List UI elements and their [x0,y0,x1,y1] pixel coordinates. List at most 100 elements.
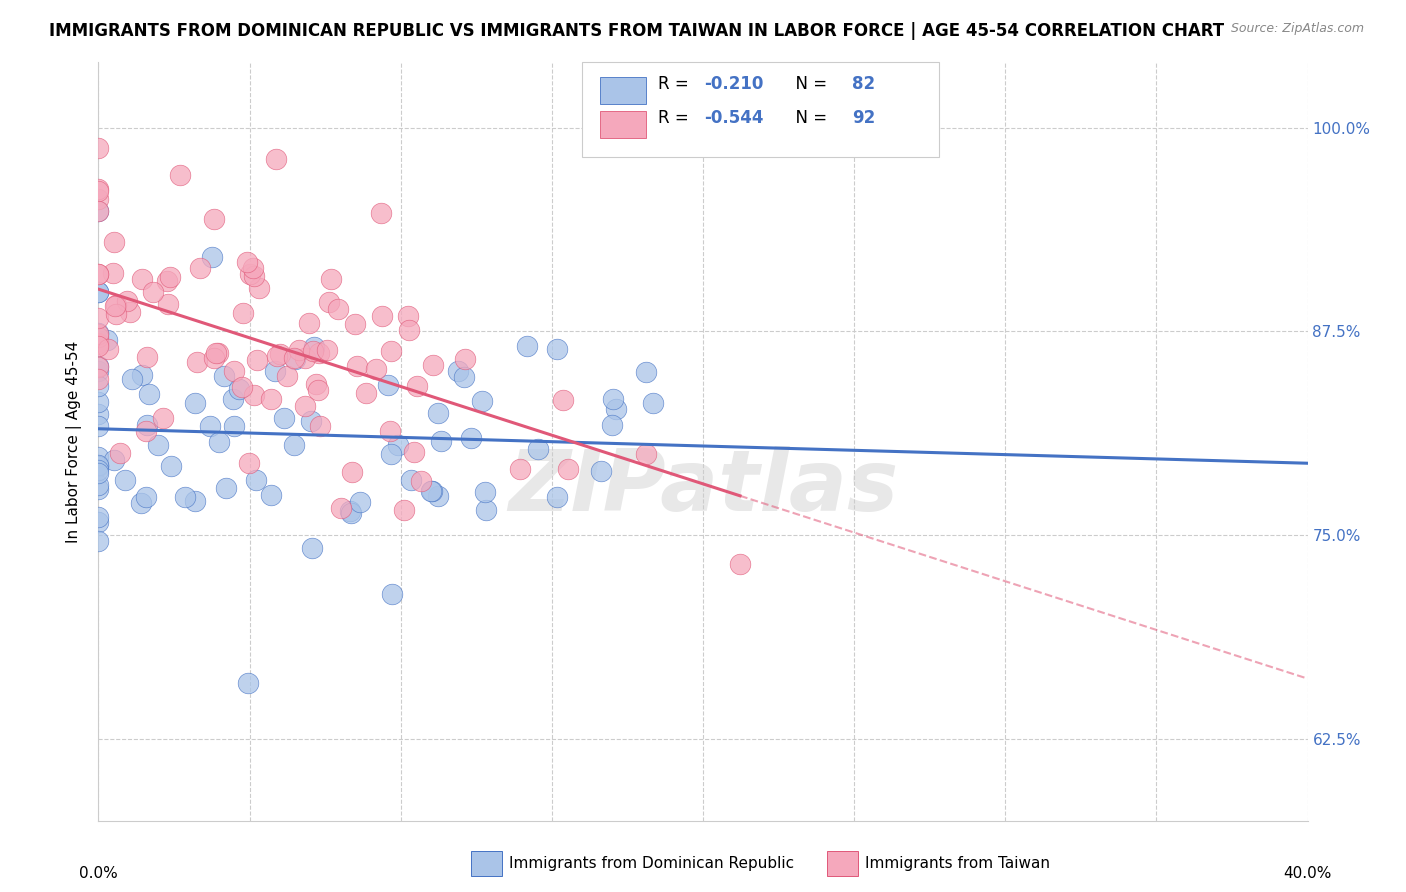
Point [273,411,295,425]
Point [87,204,110,219]
Point [380,424,402,438]
Text: -0.210: -0.210 [704,75,763,93]
Point [346,359,368,374]
Point [340,465,363,479]
Point [87,534,110,549]
Point [551,392,574,407]
Point [380,343,402,358]
Point [426,489,449,503]
Point [260,392,283,406]
Point [87,311,110,326]
Point [344,317,367,331]
Point [288,343,311,357]
Point [87,330,110,344]
Point [142,285,165,299]
Point [299,414,322,428]
Point [430,434,453,448]
Text: 82: 82 [852,75,875,93]
Point [339,504,361,518]
Point [460,431,482,445]
Point [186,355,208,369]
Point [232,306,254,320]
Point [160,458,183,473]
Point [87,334,110,348]
Point [87,327,110,342]
Point [222,392,245,406]
Point [284,351,307,366]
Point [269,347,291,361]
Point [87,326,110,340]
Point [104,299,127,313]
Point [138,387,160,401]
Point [283,438,305,452]
Text: 40.0%: 40.0% [1284,866,1331,881]
Point [87,466,110,480]
Point [294,351,316,366]
Point [87,364,110,378]
Point [87,268,110,282]
Point [308,383,330,397]
Point [224,419,246,434]
Point [364,362,387,376]
Point [309,418,332,433]
Point [398,323,420,337]
Point [447,364,470,378]
Point [302,344,325,359]
Point [198,419,221,434]
Point [87,204,110,219]
Point [152,411,174,425]
Point [546,491,568,505]
Text: R =: R = [658,109,695,127]
Point [87,378,110,392]
Text: -0.544: -0.544 [704,109,763,127]
Point [409,474,432,488]
Point [399,473,422,487]
Point [602,418,624,433]
Point [184,493,207,508]
Point [202,351,225,366]
Point [641,396,664,410]
Point [246,353,269,368]
Point [422,358,444,372]
Point [301,541,323,555]
Point [87,459,110,474]
Point [454,352,477,367]
Point [302,340,325,354]
Point [87,450,110,464]
Point [420,483,443,498]
Point [354,386,377,401]
Text: IMMIGRANTS FROM DOMINICAN REPUBLIC VS IMMIGRANTS FROM TAIWAN IN LABOR FORCE | AG: IMMIGRANTS FROM DOMINICAN REPUBLIC VS IM… [49,22,1225,40]
Point [474,503,496,517]
Point [326,302,349,317]
Point [188,261,211,276]
Point [87,192,110,206]
Point [87,463,110,477]
Point [247,281,270,295]
Point [305,377,328,392]
Point [202,212,225,227]
Point [87,267,110,281]
Point [101,266,124,280]
Text: ZIPatlas: ZIPatlas [508,445,898,529]
Point [546,342,568,356]
Text: R =: R = [658,75,695,93]
Point [103,235,125,250]
Text: Source: ZipAtlas.com: Source: ZipAtlas.com [1230,22,1364,36]
Point [380,447,402,461]
Point [87,339,110,353]
Point [183,396,205,410]
Point [283,351,305,365]
Point [157,297,180,311]
Point [259,487,281,501]
Point [205,346,228,360]
Point [156,274,179,288]
Point [243,388,266,402]
Point [146,438,169,452]
Point [105,308,128,322]
Point [419,484,441,499]
FancyBboxPatch shape [582,62,939,157]
Text: 92: 92 [852,109,875,127]
Point [87,182,110,196]
Point [87,419,110,434]
Text: N =: N = [785,109,832,127]
